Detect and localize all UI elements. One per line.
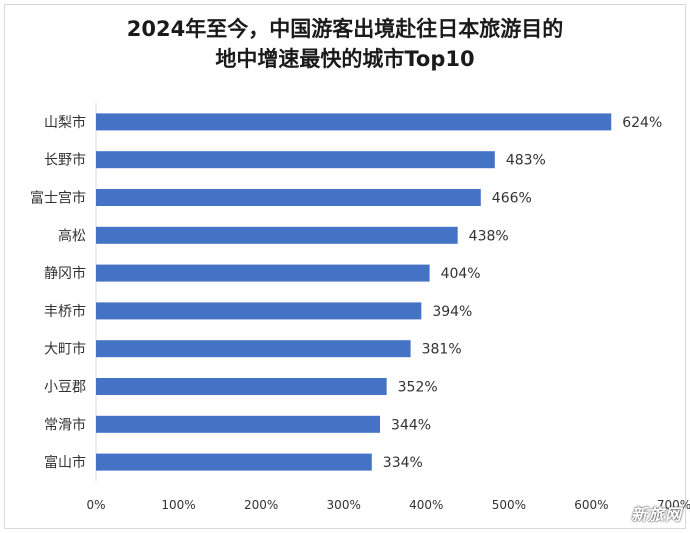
category-label-1: 山梨市 [44, 114, 86, 131]
bar-7 [96, 340, 411, 358]
bar-6 [96, 302, 422, 320]
bar-10 [96, 453, 372, 471]
value-label-1: 624% [622, 115, 662, 131]
bar-5 [96, 264, 430, 282]
category-label-5: 静冈市 [44, 265, 86, 282]
label-layer: 山梨市 624% 长野市 483% 富士宫市 466% 高松 438% 静冈市 404% 丰桥市 39… [30, 114, 690, 512]
watermark-logo: 新旅网 [630, 505, 682, 524]
x-tick-label-1: 0% [86, 498, 105, 512]
value-label-10: 334% [383, 455, 423, 471]
category-label-2: 长野市 [44, 152, 86, 169]
value-label-6: 394% [432, 304, 472, 320]
bar-8 [96, 378, 387, 395]
x-tick-label-2: 100% [161, 498, 195, 512]
x-tick-label-3: 200% [244, 498, 278, 512]
chart-title-line-2: 地中增速最快的城市Top10 [215, 47, 475, 71]
bar-layer [96, 113, 612, 471]
category-label-3: 富士宫市 [30, 190, 86, 207]
value-label-3: 466% [492, 191, 532, 207]
category-label-8: 小豆郡 [44, 380, 86, 396]
category-label-9: 常滑市 [44, 416, 86, 433]
value-label-8: 352% [398, 380, 438, 396]
category-label-7: 大町市 [44, 341, 86, 358]
value-label-4: 438% [469, 228, 509, 244]
category-label-4: 高松 [58, 227, 86, 244]
bar-4 [96, 226, 458, 244]
value-label-9: 344% [391, 417, 431, 433]
category-label-10: 富山市 [44, 454, 86, 471]
category-label-6: 丰桥市 [44, 303, 86, 320]
bar-9 [96, 415, 381, 433]
chart-title-line-1: 2024年至今，中国游客出境赴往日本旅游目的 [126, 17, 564, 41]
x-tick-label-8: 700% [657, 498, 690, 512]
chart-frame [4, 4, 686, 529]
bar-3 [96, 189, 481, 206]
x-tick-label-5: 400% [409, 498, 443, 512]
chart-title: 2024年至今，中国游客出境赴往日本旅游目的 地中增速最快的城市Top10 [0, 14, 690, 74]
bar-2 [96, 151, 495, 169]
bar-1 [96, 113, 612, 131]
x-tick-label-7: 600% [574, 498, 608, 512]
value-label-7: 381% [422, 342, 462, 358]
x-tick-label-6: 500% [492, 498, 526, 512]
x-tick-label-4: 300% [327, 498, 361, 512]
value-label-5: 404% [441, 266, 481, 282]
value-label-2: 483% [506, 153, 546, 169]
